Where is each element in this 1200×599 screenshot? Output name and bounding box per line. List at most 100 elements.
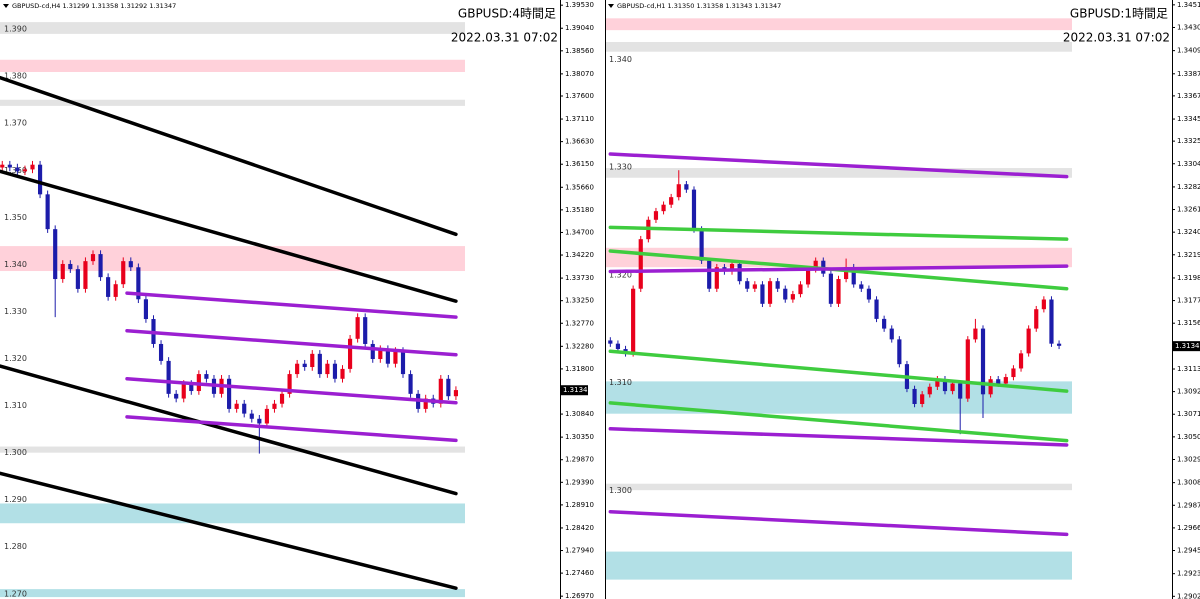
candle-body [1041, 299, 1046, 310]
candle-body [363, 317, 368, 344]
y-tick-label: 1.29390 [565, 478, 594, 486]
y-tick-label: 1.33040 [1177, 160, 1200, 168]
candle-body [836, 279, 841, 304]
trend-line [608, 509, 1069, 537]
candle-body [310, 353, 315, 368]
zone [605, 168, 1072, 178]
candle-body [783, 288, 788, 300]
chart-subtitle: 2022.03.31 07:02 [451, 31, 558, 45]
y-tick-label: 1.34515 [1177, 1, 1200, 9]
candle-body [272, 403, 277, 409]
zone [605, 42, 1072, 52]
y-tick-label: 1.33250 [1177, 137, 1200, 145]
chart-title: GBPUSD:1時間足 [1070, 7, 1168, 21]
y-tick-label: 1.32405 [1177, 228, 1200, 236]
candle-body [920, 394, 925, 405]
y-tick-label: 1.36630 [565, 138, 594, 146]
zone [0, 22, 465, 34]
candle-body [1049, 299, 1054, 344]
candle-body [370, 343, 375, 360]
candle-body [1056, 343, 1062, 346]
header-arrow [3, 4, 9, 8]
trend-line [0, 471, 458, 590]
candle-body [37, 164, 43, 195]
level-label: 1.300 [609, 486, 632, 495]
candle-body [661, 204, 666, 212]
y-tick-label: 1.30295 [1177, 455, 1200, 463]
candle-body [798, 284, 803, 295]
y-tick-label: 1.39040 [565, 24, 594, 32]
level-label: 1.350 [4, 213, 27, 222]
candle-body [676, 184, 681, 198]
candle-body [302, 363, 307, 368]
chart-header: GBPUSD-cd,H4 1.31299 1.31358 1.31292 1.3… [12, 2, 176, 10]
y-tick-label: 1.31770 [1177, 297, 1200, 305]
level-label: 1.320 [609, 270, 632, 279]
candle-body [106, 277, 111, 297]
header-arrow [608, 4, 614, 8]
candle-body [166, 360, 171, 394]
y-tick-label: 1.30350 [565, 433, 594, 441]
level-label: 1.310 [4, 401, 27, 410]
y-tick-label: 1.38560 [565, 47, 594, 55]
candle-body [684, 184, 689, 190]
candle-body [158, 343, 164, 361]
last-price-marker [561, 385, 588, 396]
candle-body [752, 284, 757, 289]
candle-body [121, 261, 126, 285]
candle-body [128, 261, 133, 268]
y-tick-label: 1.29870 [565, 456, 594, 464]
candle-body [669, 197, 674, 205]
chart-subtitle: 2022.03.31 07:02 [1063, 31, 1170, 45]
y-tick-label: 1.35660 [565, 183, 594, 191]
y-tick-label: 1.34700 [565, 228, 594, 236]
candle-body [438, 378, 443, 404]
candle-body [828, 273, 833, 304]
y-tick-label: 1.29450 [1177, 547, 1200, 555]
candle-body [7, 164, 12, 168]
candle-body [15, 167, 20, 172]
candle-body [790, 294, 795, 300]
candle-body [1034, 309, 1039, 329]
candle-body [813, 260, 818, 270]
candle-body [408, 374, 413, 394]
candle-body [973, 328, 978, 340]
y-tick-label: 1.31800 [565, 365, 594, 373]
candle-body [1003, 377, 1008, 384]
candle-body [608, 340, 613, 344]
candle-body [22, 169, 28, 172]
candle-body [143, 299, 149, 320]
y-tick-label: 1.31980 [1177, 274, 1200, 282]
level-label: 1.390 [4, 25, 27, 34]
y-tick-label: 1.33875 [1177, 70, 1200, 78]
candle-body [287, 374, 292, 394]
trend-line [608, 264, 1069, 274]
candle-body [257, 418, 262, 424]
candle-body [760, 284, 765, 304]
candle-body [958, 383, 963, 399]
candle-body [98, 254, 103, 278]
candle-body [707, 260, 712, 289]
candle-body [90, 254, 96, 262]
candle-body [745, 281, 750, 289]
zone [0, 99, 465, 106]
candle-body [775, 281, 780, 289]
trend-line [608, 152, 1069, 179]
candle-body [653, 211, 659, 220]
candle-body [113, 284, 118, 297]
y-tick-label: 1.28910 [565, 501, 594, 509]
y-tick-label: 1.37110 [565, 115, 594, 123]
candle-body [83, 261, 88, 289]
y-tick-label: 1.33455 [1177, 115, 1200, 123]
trend-line [608, 349, 1069, 393]
candle-body [317, 353, 322, 375]
trend-line [125, 415, 458, 443]
y-tick-label: 1.39530 [565, 1, 594, 9]
candle-body [805, 269, 811, 285]
y-tick-label: 1.31135 [1177, 365, 1200, 373]
candle-body [1011, 368, 1016, 378]
y-tick-label: 1.31560 [1177, 319, 1200, 327]
candle-body [264, 408, 269, 424]
candle-body [988, 379, 993, 395]
candle-body [325, 363, 330, 375]
